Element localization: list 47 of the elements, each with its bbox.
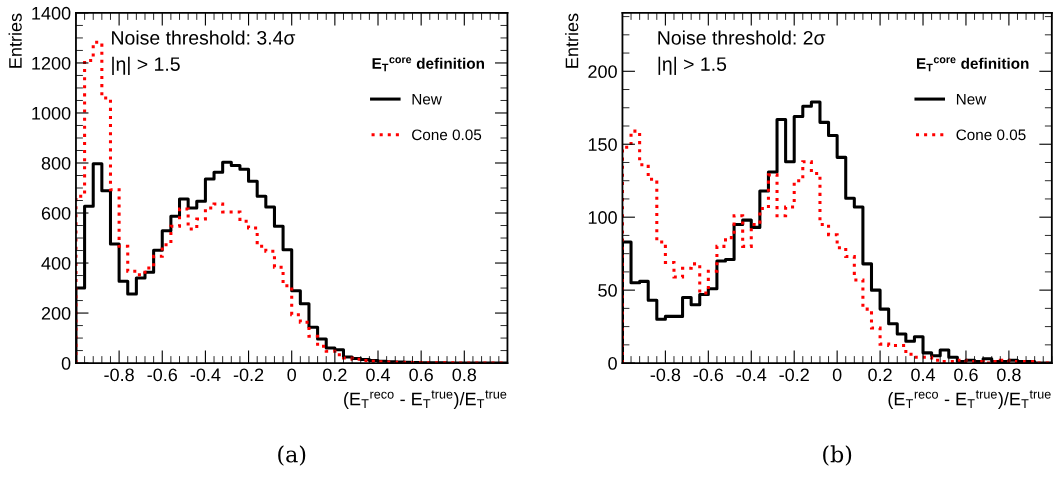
x-tick-label: 0.4 xyxy=(911,368,936,382)
text: (a) xyxy=(278,445,306,466)
y-axis-title: Entries xyxy=(8,13,22,68)
annotation: |η| > 1.5 xyxy=(658,56,727,75)
annotation: Noise threshold: 2σ xyxy=(658,30,826,45)
x-tick-label: -0.8 xyxy=(104,368,134,382)
y-tick-label: 600 xyxy=(41,206,71,220)
y-tick-label: 800 xyxy=(41,156,71,170)
y-tick-label: 1200 xyxy=(32,56,71,70)
annotation: Noise threshold: 3.4σ xyxy=(112,30,296,45)
annotation: |η| > 1.5 xyxy=(112,56,180,75)
legend-label: New xyxy=(956,93,987,105)
x-tick-label: -0.4 xyxy=(190,368,221,382)
text: (E$_{T}$$^{reco}$ - E$_{T}$$^{true}$)/E$_{T}$$^{true}$ xyxy=(344,390,507,409)
y-tick-label: 150 xyxy=(588,138,617,151)
y-tick-label: 200 xyxy=(41,307,71,320)
y-axis-title: Entries xyxy=(565,13,579,68)
text: (E$_{T}$$^{reco}$ - E$_{T}$$^{true}$)/E$_{T}$$^{true}$ xyxy=(888,390,1051,409)
x-tick-label: -0.8 xyxy=(650,368,681,382)
x-tick-label: -0.6 xyxy=(147,368,178,382)
x-tick-label: 0 xyxy=(287,368,297,382)
y-tick-label: 100 xyxy=(588,211,617,224)
x-tick-label: -0.2 xyxy=(779,368,809,382)
y-tick-label: 1000 xyxy=(32,106,71,120)
x-tick-label: 0.6 xyxy=(409,368,433,382)
x-tick-label: -0.6 xyxy=(693,368,724,382)
x-tick-label: 0.4 xyxy=(366,368,391,382)
legend-label: Cone 0.05 xyxy=(412,129,482,141)
legend-title: E$_{T}$$^{core}$ definition xyxy=(917,57,1029,72)
legend-label: New xyxy=(412,93,442,105)
x-tick-label: -0.4 xyxy=(736,368,767,382)
x-tick-label: 0.2 xyxy=(323,368,347,382)
y-tick-label: 0 xyxy=(608,357,617,370)
y-tick-label: 50 xyxy=(598,284,617,297)
y-tick-label: 200 xyxy=(588,65,617,79)
x-tick-label: 0.6 xyxy=(954,368,978,382)
x-tick-label: 0.8 xyxy=(997,368,1021,382)
x-tick-label: 0.2 xyxy=(868,368,892,382)
legend-title: E$_{T}$$^{core}$ definition xyxy=(372,57,484,72)
y-tick-label: 1400 xyxy=(32,6,71,20)
x-tick-label: -0.2 xyxy=(233,368,264,382)
x-tick-label: 0 xyxy=(832,368,842,382)
y-tick-label: 0 xyxy=(61,357,71,370)
y-tick-label: 400 xyxy=(41,256,71,270)
x-tick-label: 0.8 xyxy=(452,368,477,382)
text: (b) xyxy=(823,445,852,466)
legend-label: Cone 0.05 xyxy=(956,129,1026,141)
